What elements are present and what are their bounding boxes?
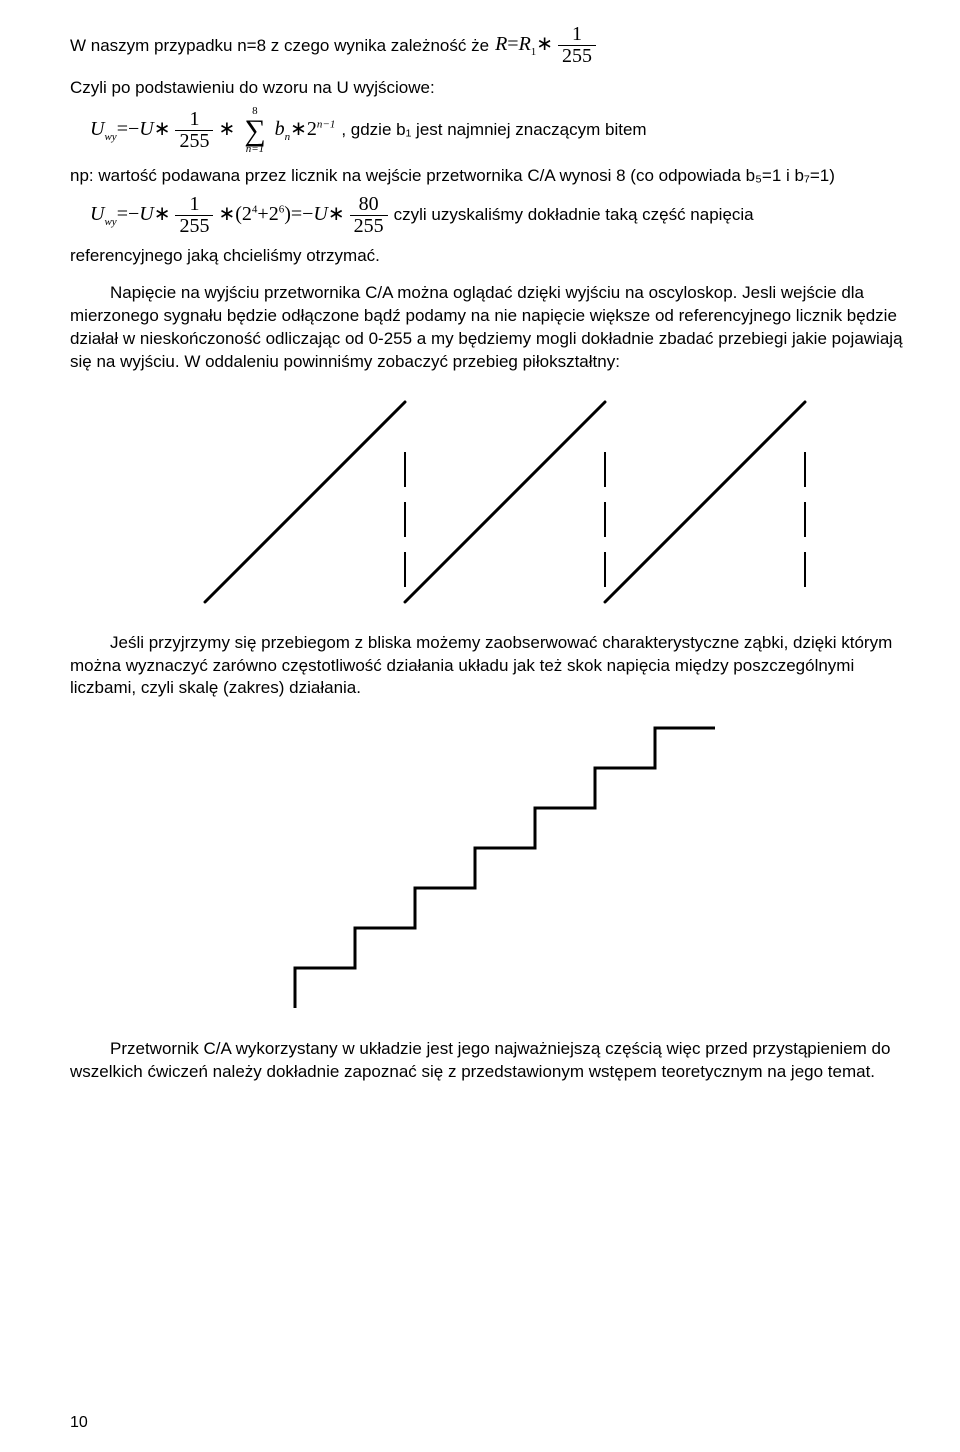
sup: n−1: [317, 118, 335, 130]
equation-uwy-value: Uwy=−U∗ 1 255 ∗(24+26)=−U∗ 80 255 czyli …: [90, 194, 920, 237]
sum-lower: n=1: [244, 144, 265, 155]
sym: ∗: [218, 118, 235, 140]
sub: wy: [104, 131, 116, 143]
text: , gdzie b₁ jest najmniej znaczącym bitem: [341, 120, 646, 140]
document-page: W naszym przypadku n=8 z czego wynika za…: [0, 0, 960, 1452]
sigma-icon: ∑: [244, 117, 265, 144]
figure-staircase: [235, 718, 755, 1018]
paragraph-line-4: np: wartość podawana przez licznik na we…: [70, 165, 920, 188]
sym: 2: [242, 203, 252, 225]
fraction: 1 255: [175, 109, 213, 152]
text: czyli uzyskaliśmy dokładnie taką część n…: [394, 205, 754, 225]
sym: =: [507, 33, 518, 55]
paragraph-line-6: referencyjnego jaką chcieliśmy otrzymać.: [70, 245, 920, 268]
sym: =−: [117, 203, 140, 225]
paragraph-line-2: Czyli po podstawieniu do wzoru na U wyjś…: [70, 77, 920, 100]
sym: U: [313, 203, 327, 225]
sym: ∗: [154, 118, 171, 140]
sym: ∗: [328, 203, 345, 225]
numerator: 1: [558, 24, 596, 46]
sym: ): [284, 203, 291, 225]
sym: R: [519, 33, 531, 55]
sym: =−: [117, 118, 140, 140]
sym: =−: [291, 203, 314, 225]
text: W naszym przypadku n=8 z czego wynika za…: [70, 36, 489, 56]
summation: 8 ∑ n=1: [244, 106, 265, 155]
equation-r: R=R 1∗ 1 255: [495, 24, 596, 67]
sym: 2: [269, 203, 279, 225]
den: 255: [350, 216, 388, 237]
fraction: 1 255: [558, 24, 596, 67]
page-number: 10: [70, 1414, 88, 1432]
denominator: 255: [558, 46, 596, 67]
paragraph-line-1: W naszym przypadku n=8 z czego wynika za…: [70, 24, 920, 67]
sym: ∗: [154, 203, 171, 225]
num: 1: [175, 194, 213, 216]
sym: ∗: [536, 33, 553, 55]
sym: (: [235, 203, 242, 225]
paragraph-4: Przetwornik C/A wykorzystany w układzie …: [70, 1038, 920, 1084]
sym: 2: [307, 118, 317, 140]
sym: +: [257, 203, 268, 225]
sym: b: [275, 118, 285, 140]
math: Uwy=−U∗ 1 255 ∗(24+26)=−U∗ 80 255: [90, 194, 388, 237]
paragraph-3: Jeśli przyjrzymy się przebiegom z bliska…: [70, 632, 920, 701]
sym: ∗: [218, 203, 235, 225]
sym: U: [90, 203, 104, 225]
equation-uwy-sum: Uwy=−U∗ 1 255 ∗ 8 ∑ n=1 bn∗2n−1 , gdzie …: [90, 106, 920, 155]
numerator: 1: [175, 109, 213, 131]
fraction: 1 255: [175, 194, 213, 237]
sub: wy: [104, 216, 116, 228]
sym: U: [139, 203, 153, 225]
sym: U: [90, 118, 104, 140]
denominator: 255: [175, 131, 213, 152]
sym: R: [495, 33, 507, 55]
sym: U: [139, 118, 153, 140]
math-lhs: Uwy=−U∗ 1 255 ∗ 8 ∑ n=1 bn∗2n−1: [90, 106, 335, 155]
den: 255: [175, 216, 213, 237]
figure-sawtooth: [165, 392, 825, 612]
sym: ∗: [290, 118, 307, 140]
fraction: 80 255: [350, 194, 388, 237]
paragraph-2: Napięcie na wyjściu przetwornika C/A moż…: [70, 282, 920, 374]
num: 80: [350, 194, 388, 216]
